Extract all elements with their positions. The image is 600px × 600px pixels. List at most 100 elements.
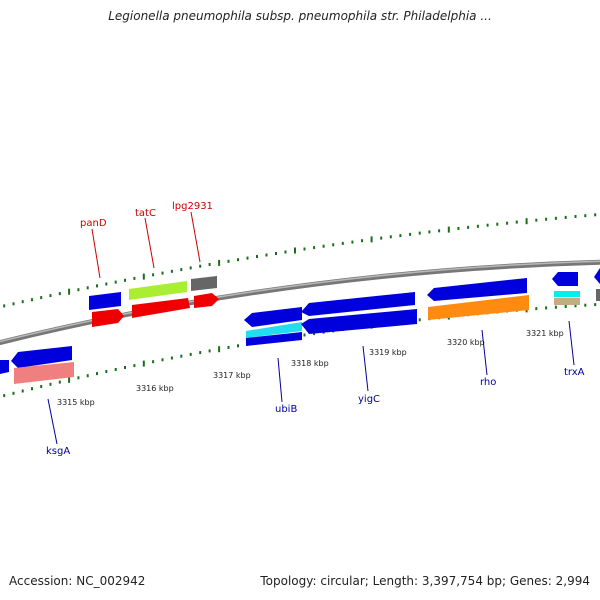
leader-line <box>47 398 58 445</box>
track-dot <box>21 300 24 304</box>
track-dot <box>313 246 316 250</box>
genome-summary-text: Topology: circular; Length: 3,397,754 bp… <box>260 574 590 588</box>
gene-yigC[interactable] <box>301 309 417 334</box>
upper-dotted-track <box>3 213 597 308</box>
track-dot <box>389 235 392 239</box>
gene-ubiB[interactable] <box>246 322 302 338</box>
gene-label-rho[interactable]: rho <box>480 377 496 388</box>
gene-red-2[interactable] <box>132 298 190 318</box>
track-dot <box>361 239 363 243</box>
forward-genes <box>89 268 600 327</box>
gene-label-tatC[interactable]: tatC <box>135 208 156 219</box>
track-dot <box>77 376 80 380</box>
track-dot <box>545 306 548 310</box>
track-dot <box>31 298 33 302</box>
track-dot <box>96 284 98 288</box>
gene-grey-edge[interactable] <box>596 289 600 301</box>
track-dot <box>564 215 567 219</box>
track-dot <box>68 376 71 383</box>
gene-label-ubiB[interactable]: ubiB <box>275 404 297 415</box>
gene-label-panD[interactable]: panD <box>80 218 107 229</box>
gene-label-trxA[interactable]: trxA <box>564 367 585 378</box>
track-dot <box>574 215 577 218</box>
gene-yigC-top[interactable] <box>301 292 415 316</box>
track-dot <box>564 305 567 308</box>
map-title: Legionella pneumophila subsp. pneumophil… <box>108 9 492 23</box>
track-dot <box>418 231 421 235</box>
track-dot <box>341 241 344 245</box>
track-dot <box>68 288 71 295</box>
track-dot <box>332 243 335 247</box>
gene-label-yigC[interactable]: yigC <box>358 394 380 405</box>
track-dot <box>161 358 164 362</box>
track-dot <box>322 244 325 248</box>
track-dot <box>303 333 306 337</box>
track-dot <box>77 288 80 292</box>
reverse-genes <box>0 278 580 384</box>
gene-panD-block[interactable] <box>89 292 121 310</box>
track-dot <box>105 282 108 286</box>
gene-red-3[interactable] <box>194 293 219 308</box>
track-dot <box>409 232 412 236</box>
tick-label: 3320 kbp <box>447 338 485 347</box>
track-dot <box>124 278 126 282</box>
track-dot <box>105 370 108 373</box>
gene-red-1[interactable] <box>92 309 124 327</box>
track-dot <box>49 294 52 298</box>
track-dot <box>515 220 518 224</box>
gene-label-lpg2931[interactable]: lpg2931 <box>172 201 213 212</box>
gene-ksgA-blue[interactable] <box>11 346 72 368</box>
gene-trxA[interactable] <box>554 291 580 297</box>
gene-blue-top-right[interactable] <box>552 272 578 286</box>
gene-rho-blue[interactable] <box>427 278 527 301</box>
leader-line <box>481 329 488 376</box>
gene-trxA-tan[interactable] <box>554 298 580 305</box>
track-dot <box>467 225 470 229</box>
track-dot <box>380 236 383 240</box>
gene-left-edge-blue[interactable] <box>0 360 9 374</box>
track-dot <box>170 269 173 273</box>
track-dot <box>428 230 431 234</box>
gene-blue-edge[interactable] <box>594 268 600 284</box>
track-dot <box>418 318 421 322</box>
track-dot <box>124 366 126 369</box>
track-dot <box>246 256 249 260</box>
track-dot <box>496 222 499 226</box>
leader-line <box>277 357 283 403</box>
track-dot <box>40 296 43 300</box>
gene-ubiB-blue-2[interactable] <box>246 332 302 346</box>
gene-lpg2931-grey[interactable] <box>191 276 217 291</box>
gene-label-ksgA[interactable]: ksgA <box>46 446 70 457</box>
track-dot <box>584 214 587 218</box>
tick-label: 3318 kbp <box>291 359 329 368</box>
track-dot <box>486 223 489 227</box>
tick-label: 3317 kbp <box>213 371 251 380</box>
track-dot <box>21 389 24 393</box>
track-dot <box>438 229 441 233</box>
track-dot <box>3 394 6 398</box>
track-dot <box>199 351 202 355</box>
track-dot <box>189 266 192 270</box>
tick-label: 3316 kbp <box>136 384 174 393</box>
track-dot <box>218 259 221 266</box>
track-dot <box>152 360 155 364</box>
track-dot <box>208 349 211 353</box>
track-dot <box>237 344 239 348</box>
track-dot <box>31 387 33 391</box>
track-dot <box>284 250 287 254</box>
track-dot <box>218 346 221 353</box>
track-dot <box>142 273 145 280</box>
track-dot <box>199 264 202 268</box>
gene-rho[interactable] <box>428 295 529 320</box>
track-dot <box>12 302 15 306</box>
gene-tatC[interactable] <box>129 281 187 300</box>
track-dot <box>594 213 597 217</box>
track-dot <box>86 286 89 290</box>
track-dot <box>506 221 509 225</box>
track-dot <box>152 273 155 277</box>
gene-ubiB-blue[interactable] <box>244 307 302 327</box>
gene-ksgA[interactable] <box>14 362 74 384</box>
track-dot <box>161 271 164 275</box>
track-dot <box>133 364 136 368</box>
reverse-gene-labels: ksgA ubiB yigC rho trxA <box>46 320 585 457</box>
